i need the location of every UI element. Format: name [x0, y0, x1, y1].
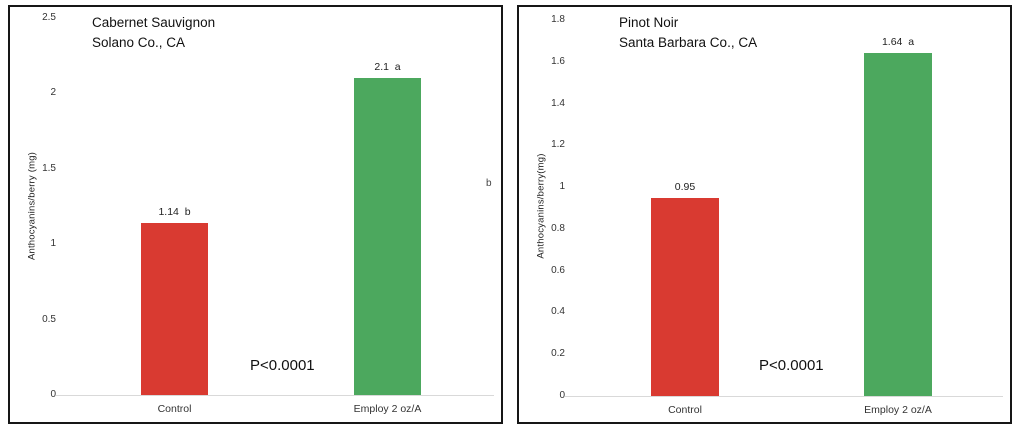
- chart-title-line1: Pinot Noir: [619, 15, 679, 30]
- x-category-label: Control: [668, 404, 702, 416]
- stat-letter-annotation: b: [486, 178, 492, 189]
- chart-title-line2: Solano Co., CA: [92, 35, 186, 51]
- chart-title: Cabernet Sauvignon Solano Co., CA: [92, 13, 215, 54]
- bar-employ-2-oz-a: [354, 78, 421, 395]
- p-value-annotation: P<0.0001: [759, 357, 824, 374]
- bar-value-label: 0.95: [674, 180, 696, 193]
- y-tick-label: 0.2: [551, 348, 565, 360]
- x-category-label: Employ 2 oz/A: [353, 403, 422, 415]
- y-tick-label: 2.5: [42, 12, 56, 23]
- y-tick-label: 1: [50, 238, 56, 250]
- y-tick-label: 0: [559, 390, 565, 401]
- y-tick-label: 1.8: [551, 14, 565, 25]
- x-category-label: Employ 2 oz/A: [864, 404, 932, 416]
- y-tick-label: 2: [50, 87, 56, 99]
- y-tick-label: 1.6: [551, 55, 565, 67]
- y-tick-label: 0.6: [551, 264, 565, 276]
- y-tick-label: 1.4: [551, 97, 565, 109]
- bar-value-label: 2.1 a: [374, 61, 401, 74]
- y-tick-label: 0: [50, 389, 56, 400]
- y-tick-label: 1.5: [42, 162, 56, 174]
- y-tick-label: 1: [559, 181, 565, 193]
- bar-employ-2-oz-a: [864, 53, 932, 396]
- chart-title-line1: Cabernet Sauvignon: [92, 15, 216, 30]
- chart-panel-cabernet: Cabernet Sauvignon Solano Co., CA Anthoc…: [8, 5, 503, 424]
- y-axis-title: Anthocyanins/berry(mg): [535, 153, 547, 259]
- y-tick-label: 1.2: [551, 139, 565, 151]
- chart-title-line2: Santa Barbara Co., CA: [619, 35, 758, 51]
- y-tick-label: 0.4: [551, 306, 565, 318]
- x-category-label: Control: [157, 403, 192, 415]
- bar-control: [141, 223, 208, 395]
- p-value-annotation: P<0.0001: [250, 357, 315, 374]
- y-tick-label: 0.5: [42, 313, 56, 325]
- bar-control: [651, 197, 719, 396]
- bar-value-label: 1.64 a: [881, 36, 915, 49]
- y-tick-label: 0.8: [551, 222, 565, 234]
- bar-value-label: 1.14 b: [158, 206, 191, 219]
- x-axis-line: [565, 396, 1003, 397]
- chart-panel-pinot: Pinot Noir Santa Barbara Co., CA Anthocy…: [517, 5, 1012, 424]
- x-axis-line: [56, 395, 494, 396]
- chart-title: Pinot Noir Santa Barbara Co., CA: [619, 13, 757, 54]
